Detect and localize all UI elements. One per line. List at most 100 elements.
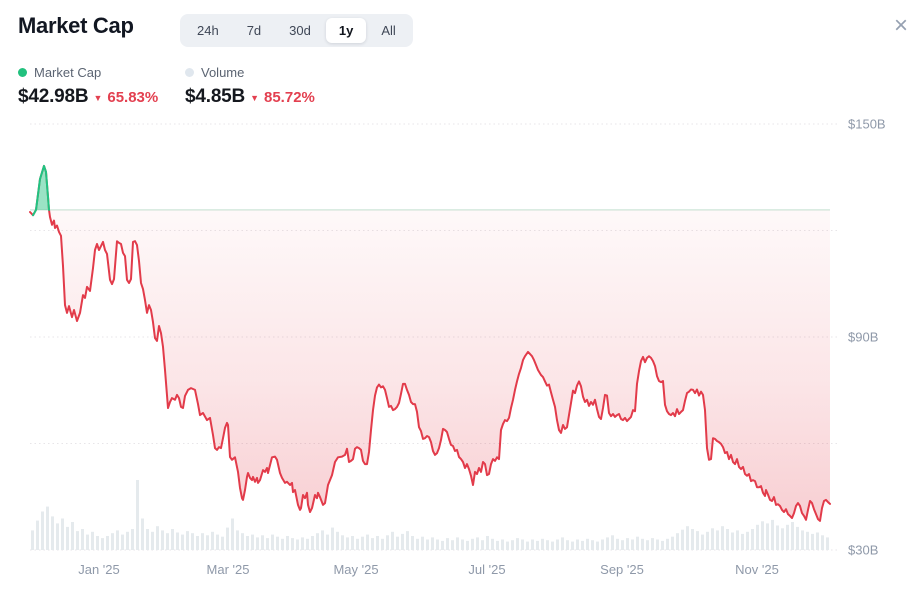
volume-bar xyxy=(606,537,609,550)
volume-bar xyxy=(726,529,729,550)
volume-bar xyxy=(751,529,754,550)
volume-bar xyxy=(611,535,614,550)
volume-bar xyxy=(811,533,814,550)
volume-bar xyxy=(46,506,49,550)
volume-bar xyxy=(291,538,294,550)
volume-bar xyxy=(481,540,484,550)
volume-bar xyxy=(711,528,714,550)
page-title: Market Cap xyxy=(18,13,134,38)
volume-bar xyxy=(431,537,434,550)
volume-bar xyxy=(351,536,354,550)
volume-bar xyxy=(166,533,169,550)
volume-bar xyxy=(416,538,419,550)
volume-bar xyxy=(81,529,84,550)
volume-bar xyxy=(561,537,564,550)
volume-bar xyxy=(576,539,579,550)
volume-change: 85.72% xyxy=(264,89,315,106)
volume-bar xyxy=(316,533,319,550)
volume-bar xyxy=(671,536,674,550)
volume-bar xyxy=(796,526,799,550)
volume-bar xyxy=(706,531,709,550)
volume-bar xyxy=(101,538,104,550)
timeframe-button-1y[interactable]: 1y xyxy=(325,18,367,43)
volume-bar xyxy=(686,526,689,550)
volume-bar xyxy=(486,536,489,550)
volume-bar xyxy=(321,530,324,550)
volume-bar xyxy=(771,519,774,550)
volume-bar xyxy=(31,530,34,550)
volume-bar xyxy=(526,541,529,550)
volume-bar xyxy=(361,536,364,550)
volume-bar xyxy=(76,531,79,550)
volume-bar xyxy=(246,536,249,550)
volume-bar xyxy=(201,533,204,550)
market-cap-change: 65.83% xyxy=(107,89,159,106)
market-cap-value-line: $42.98B ▼ 65.83% xyxy=(18,86,158,108)
volume-bar xyxy=(656,539,659,550)
volume-bar xyxy=(466,540,469,550)
volume-bar xyxy=(211,531,214,550)
market-cap-stat-block: Market Cap $42.98B ▼ 65.83% xyxy=(18,65,158,108)
volume-bar xyxy=(411,536,414,550)
volume-bar xyxy=(181,534,184,550)
volume-bar xyxy=(296,539,299,550)
timeframe-button-24h[interactable]: 24h xyxy=(184,18,232,43)
volume-bar xyxy=(446,538,449,550)
volume-bar xyxy=(151,531,154,550)
volume-bar xyxy=(396,536,399,550)
volume-bar xyxy=(206,535,209,550)
volume-bar xyxy=(521,539,524,550)
volume-bar xyxy=(171,529,174,550)
volume-bar xyxy=(326,534,329,550)
volume-bar xyxy=(581,540,584,550)
volume-bar xyxy=(781,528,784,550)
x-axis-label: Sep '25 xyxy=(600,562,644,577)
y-axis-label: $30B xyxy=(848,543,878,558)
timeframe-selector: 24h 7d 30d 1y All xyxy=(180,14,413,47)
volume-bar xyxy=(421,536,424,550)
timeframe-button-7d[interactable]: 7d xyxy=(234,18,274,43)
volume-stat-block: Volume $4.85B ▼ 85.72% xyxy=(185,65,315,108)
volume-bar xyxy=(146,529,149,550)
volume-bar xyxy=(436,539,439,550)
volume-value: $4.85B xyxy=(185,86,246,107)
volume-bar xyxy=(66,526,69,550)
timeframe-button-30d[interactable]: 30d xyxy=(276,18,324,43)
volume-bar xyxy=(456,537,459,550)
volume-bar xyxy=(36,520,39,550)
volume-value-line: $4.85B ▼ 85.72% xyxy=(185,86,315,108)
volume-legend: Volume xyxy=(185,65,315,80)
volume-bar xyxy=(631,539,634,550)
volume-bar xyxy=(556,539,559,550)
market-cap-line xyxy=(29,164,831,522)
volume-bar xyxy=(696,531,699,550)
area-fill-below-baseline xyxy=(49,209,830,521)
volume-bar xyxy=(126,531,129,550)
volume-bar xyxy=(346,537,349,550)
x-axis-label: Nov '25 xyxy=(735,562,779,577)
volume-bar xyxy=(746,531,749,550)
volume-bar xyxy=(376,536,379,550)
volume-bar xyxy=(651,538,654,550)
volume-bar xyxy=(426,539,429,550)
volume-bar xyxy=(61,518,64,550)
volume-bar xyxy=(701,534,704,550)
volume-bar xyxy=(106,536,109,550)
close-icon[interactable]: × xyxy=(893,12,908,39)
market-cap-legend: Market Cap xyxy=(18,65,158,80)
volume-bar xyxy=(491,538,494,550)
volume-bar xyxy=(156,526,159,550)
volume-bar xyxy=(501,539,504,550)
timeframe-button-all[interactable]: All xyxy=(368,18,408,43)
y-axis-label: $90B xyxy=(848,330,878,345)
volume-bar xyxy=(266,538,269,550)
volume-bar xyxy=(96,536,99,550)
volume-bar xyxy=(636,536,639,550)
volume-bar xyxy=(86,534,89,550)
volume-bar xyxy=(191,533,194,550)
volume-bar xyxy=(371,538,374,550)
down-triangle-icon: ▼ xyxy=(250,93,259,103)
volume-bar xyxy=(531,539,534,550)
volume-bar xyxy=(401,533,404,550)
